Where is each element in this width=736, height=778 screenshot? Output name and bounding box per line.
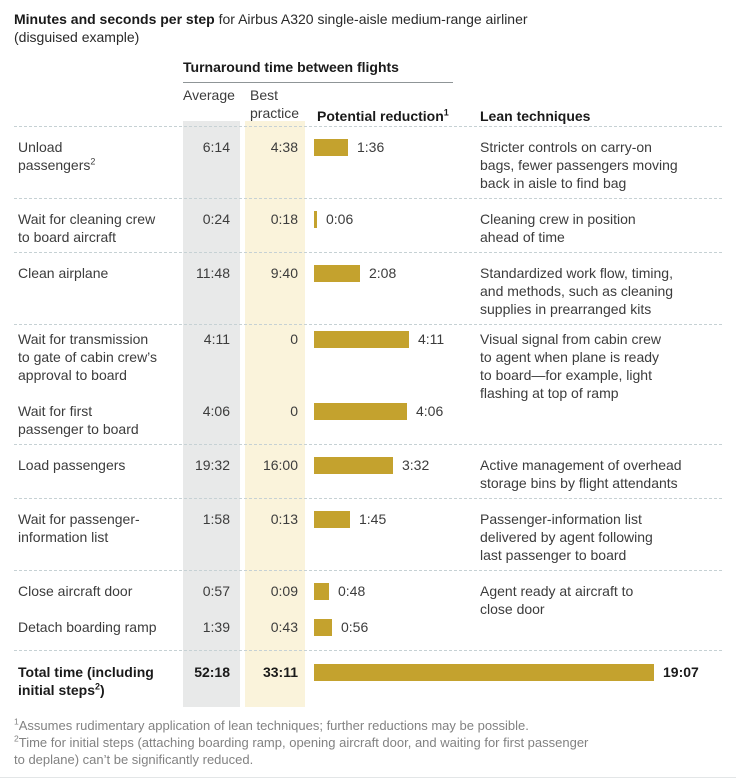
- reduction-bar: [314, 583, 329, 600]
- table-row-group: Wait for cleaning crew to board aircraft…: [14, 198, 722, 252]
- table-row-group: Clean airplane 11:48 9:40 2:08 Standardi…: [14, 252, 722, 324]
- table-row-group: Load passengers 19:32 16:00 3:32 Active …: [14, 444, 722, 498]
- reduction-bar-cell: 4:06: [314, 402, 480, 420]
- step-label: Load passengers: [18, 457, 126, 473]
- col-header-best-practice: Best practice: [250, 87, 300, 121]
- best-practice-value: 0: [290, 403, 298, 419]
- table-row-group: Unload passengers2 6:14 4:38 1:36 Strict…: [14, 126, 722, 198]
- title-line1: Minutes and seconds per step for Airbus …: [14, 10, 722, 28]
- total-label: Total time (including initial steps2): [18, 664, 154, 698]
- step-label: Close aircraft door: [18, 583, 133, 599]
- average-value: 1:58: [202, 511, 230, 527]
- lean-technique: Standardized work flow, timing, and meth…: [480, 265, 674, 317]
- best-practice-value: 0:13: [270, 511, 298, 527]
- table-row-group: Close aircraft door 0:57 0:09 0:48 Agent…: [14, 570, 722, 650]
- reduction-bar: [314, 403, 407, 420]
- reduction-bar-cell: 0:56: [314, 618, 480, 636]
- lean-technique: Visual signal from cabin crew to agent w…: [480, 331, 662, 401]
- average-column-band: [183, 121, 240, 707]
- reduction-bar: [314, 457, 393, 474]
- best-practice-column-band: [245, 121, 305, 707]
- reduction-value: 3:32: [402, 457, 430, 473]
- average-value: 4:11: [203, 331, 230, 347]
- reduction-bar-cell: 4:11: [314, 330, 480, 348]
- step-label: Detach boarding ramp: [18, 619, 157, 635]
- col-header-lean-techniques: Lean techniques: [480, 108, 591, 124]
- reduction-value: 0:56: [341, 619, 369, 635]
- page-title: Minutes and seconds per step for Airbus …: [14, 10, 722, 46]
- title-regular: for Airbus A320 single-aisle medium-rang…: [214, 11, 528, 27]
- total-row: Total time (including initial steps2) 52…: [14, 650, 722, 707]
- footnote-2-marker: 2: [14, 733, 19, 744]
- reduction-value: 1:45: [359, 511, 387, 527]
- footnotes: 1Assumes rudimentary application of lean…: [14, 717, 722, 768]
- footnote-marker-2: 2: [90, 156, 96, 167]
- reduction-value: 0:06: [326, 211, 354, 227]
- total-reduction-bar-cell: 19:07: [314, 663, 722, 681]
- reduction-bar: [314, 211, 317, 228]
- reduction-bar: [314, 331, 409, 348]
- reduction-bar-cell: 1:45: [314, 510, 480, 528]
- reduction-bar: [314, 619, 332, 636]
- average-value: 4:06: [202, 403, 230, 419]
- col-header-average: Average: [183, 87, 235, 103]
- average-value: 0:24: [202, 211, 230, 227]
- best-practice-value: 0: [290, 331, 298, 347]
- average-value: 6:14: [202, 139, 230, 155]
- footnote-2: 2Time for initial steps (attaching board…: [14, 733, 589, 767]
- average-value: 0:57: [202, 583, 230, 599]
- step-label: Unload passengers2: [18, 139, 96, 173]
- average-value: 1:39: [202, 619, 230, 635]
- reduction-value: 0:48: [338, 583, 366, 599]
- reduction-bar-cell: 0:48: [314, 582, 480, 600]
- total-reduction-bar: [314, 664, 654, 681]
- best-practice-value: 16:00: [262, 457, 298, 473]
- column-headers: Average Best practice Potential reductio…: [14, 83, 722, 126]
- reduction-bar-cell: 0:06: [314, 210, 480, 228]
- best-practice-value: 0:43: [270, 619, 298, 635]
- footnote-1-marker: 1: [14, 716, 19, 727]
- average-value: 11:48: [196, 265, 230, 281]
- lean-technique: Stricter controls on carry-on bags, fewe…: [480, 139, 678, 191]
- reduction-value: 1:36: [357, 139, 385, 155]
- lean-technique: Active management of overhead storage bi…: [480, 457, 682, 491]
- best-practice-value: 0:18: [270, 211, 298, 227]
- reduction-bar: [314, 139, 348, 156]
- step-label: Wait for cleaning crew to board aircraft: [18, 211, 156, 245]
- total-reduction-value: 19:07: [663, 664, 699, 680]
- lean-technique: Passenger-information list delivered by …: [480, 511, 653, 563]
- lean-technique: Agent ready at aircraft to close door: [480, 583, 634, 617]
- reduction-value: 4:11: [418, 331, 445, 347]
- reduction-value: 4:06: [416, 403, 444, 419]
- reduction-bar-cell: 2:08: [314, 264, 480, 282]
- step-label: Wait for first passenger to board: [18, 403, 139, 437]
- step-label: Wait for passenger- information list: [18, 511, 140, 545]
- reduction-value: 2:08: [369, 265, 397, 281]
- column-group-header: Turnaround time between flights: [183, 58, 453, 83]
- footnote-1: 1Assumes rudimentary application of lean…: [14, 716, 529, 733]
- table-row-group: Wait for passenger- information list 1:5…: [14, 498, 722, 570]
- reduction-bar: [314, 265, 360, 282]
- footnote-marker-1: 1: [443, 107, 449, 118]
- table-row-group: Wait for transmission to gate of cabin c…: [14, 324, 722, 444]
- total-best-practice-value: 33:11: [262, 664, 298, 680]
- total-average-value: 52:18: [194, 664, 230, 680]
- reduction-bar-cell: 1:36: [314, 138, 480, 156]
- reduction-bar-cell: 3:32: [314, 456, 480, 474]
- title-line2: (disguised example): [14, 29, 140, 45]
- step-label: Wait for transmission to gate of cabin c…: [18, 331, 158, 383]
- reduction-bar: [314, 511, 350, 528]
- best-practice-value: 9:40: [270, 265, 298, 281]
- best-practice-value: 0:09: [270, 583, 298, 599]
- best-practice-value: 4:38: [270, 139, 298, 155]
- exhibit-table: Unload passengers2 6:14 4:38 1:36 Strict…: [14, 121, 722, 707]
- average-value: 19:32: [194, 457, 230, 473]
- lean-technique: Cleaning crew in position ahead of time: [480, 211, 636, 245]
- footnote-marker-2: 2: [95, 681, 101, 692]
- col-header-potential-reduction: Potential reduction1: [317, 107, 449, 124]
- step-label: Clean airplane: [18, 265, 109, 281]
- title-bold: Minutes and seconds per step: [14, 11, 215, 27]
